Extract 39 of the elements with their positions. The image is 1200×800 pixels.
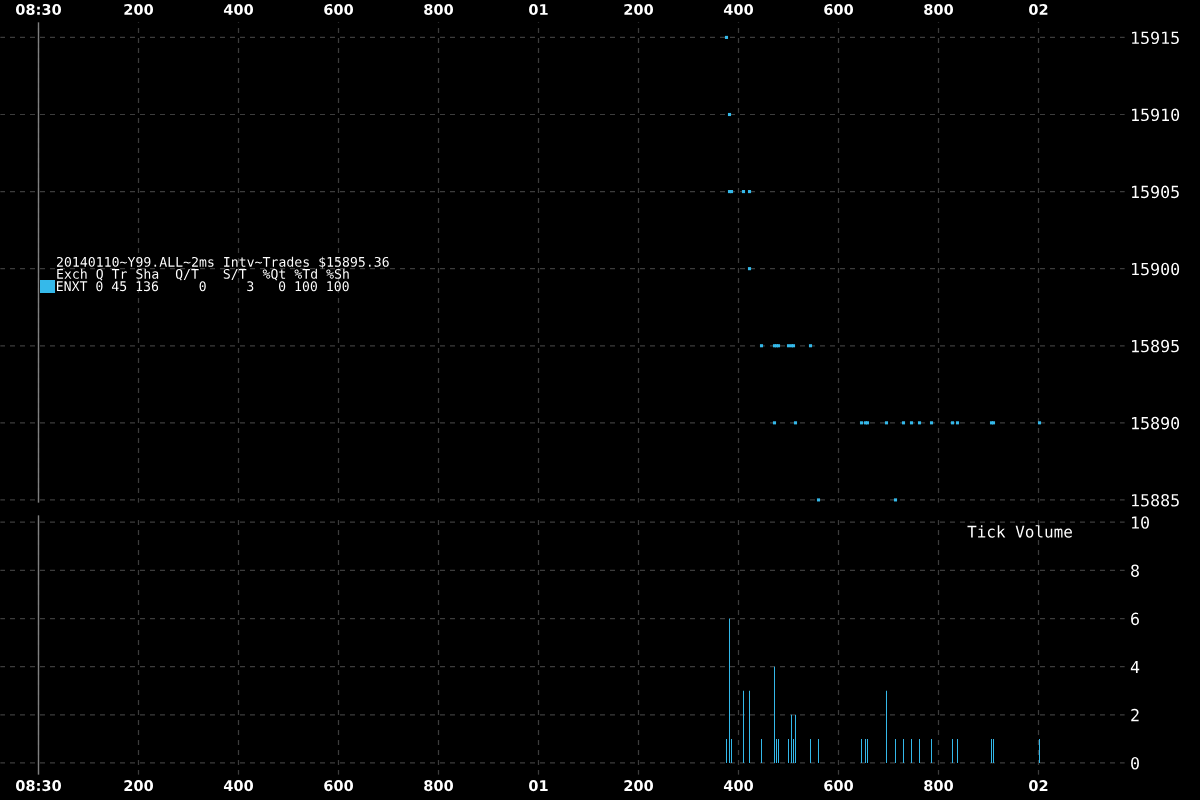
- y-tick-label: 15905: [1132, 185, 1179, 199]
- text: Tick Volume: [967, 525, 1072, 538]
- y-tick-label: 2: [1131, 708, 1139, 722]
- x-tick-label: 400: [723, 3, 754, 16]
- x-tick-label: 600: [324, 780, 354, 792]
- y-tick-label: 4: [1130, 660, 1140, 674]
- x-tick-label: 800: [424, 3, 454, 16]
- x-tick-label: 02: [1029, 780, 1048, 792]
- x-tick-label: 02: [1029, 3, 1048, 16]
- y-tick-label: 10: [1132, 516, 1149, 529]
- y-tick-label: 15895: [1132, 339, 1179, 353]
- legend-title: Exch Q Tr Sha Q/T S/T %Qt %Td %Sh: [57, 268, 349, 281]
- x-tick-label: 400: [723, 780, 754, 792]
- x-tick-label: 200: [124, 3, 154, 16]
- x-tick-label: 600: [324, 3, 354, 16]
- x-tick-label: 08:30: [15, 780, 62, 792]
- y-tick-label: 15900: [1132, 262, 1180, 276]
- x-tick-label: 600: [824, 3, 854, 16]
- x-tick-label: 200: [624, 3, 654, 16]
- x-tick-label: 01: [529, 3, 548, 16]
- y-tick-label: 8: [1131, 564, 1139, 577]
- y-tick-label: 15915: [1132, 31, 1179, 45]
- text: 20140110~Y99.ALL~2ms Intv~Trades $15895.36: [56, 256, 389, 269]
- y-tick-label: 0: [1131, 756, 1139, 770]
- x-tick-label: 400: [223, 3, 254, 16]
- x-tick-label: 600: [824, 780, 854, 792]
- x-tick-label: 200: [124, 780, 154, 792]
- y-tick-label: 15885: [1132, 493, 1179, 507]
- x-tick-label: 800: [924, 3, 954, 16]
- y-tick-label: 6: [1131, 612, 1139, 626]
- x-tick-label: 800: [924, 780, 954, 792]
- legend-label: ENXT 0 45 136 0 3 0 100 100: [56, 281, 349, 292]
- y-tick-label: 15910: [1132, 108, 1180, 122]
- x-tick-label: 200: [624, 780, 654, 792]
- y-tick-label: 15890: [1132, 416, 1180, 430]
- x-tick-label: 08:30: [15, 3, 62, 16]
- x-tick-label: 800: [424, 780, 454, 792]
- x-tick-label: 400: [223, 780, 254, 792]
- x-tick-label: 01: [529, 780, 548, 792]
